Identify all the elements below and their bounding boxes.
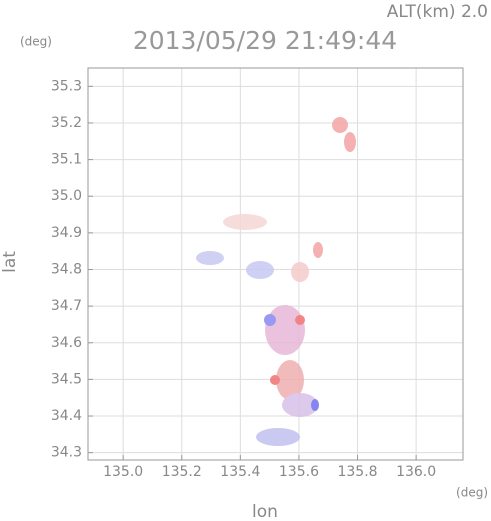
y-tick-label: 35.1 (51, 152, 82, 168)
y-tick-label: 34.4 (51, 408, 82, 424)
y-tick-label: 34.6 (51, 335, 82, 351)
echo (313, 242, 323, 258)
echo (295, 315, 305, 325)
y-tick-label: 35.2 (51, 115, 82, 131)
echo (282, 393, 318, 417)
y-tick-label: 34.8 (51, 261, 82, 277)
echo (256, 428, 300, 446)
echo (291, 262, 309, 282)
chart-title: 2013/05/29 21:49:44 (133, 26, 397, 55)
echo (246, 261, 274, 279)
plot-area (88, 68, 463, 460)
plot-background (88, 68, 463, 460)
y-unit: (deg) (20, 35, 52, 49)
x-label: lon (252, 502, 278, 521)
echo (270, 375, 280, 385)
y-tick-label: 35.0 (51, 188, 82, 204)
y-tick-label: 34.7 (51, 298, 82, 314)
plot-frame (87, 67, 464, 461)
x-tick-label: 135.6 (279, 464, 319, 480)
y-tick-label: 34.5 (51, 371, 82, 387)
echo (196, 251, 224, 265)
y-tick-label: 34.9 (51, 225, 82, 241)
echo (265, 305, 305, 355)
y-label: lat (0, 251, 20, 273)
echo (332, 117, 348, 133)
y-tick-label: 35.3 (51, 78, 82, 94)
x-tick-label: 135.4 (220, 464, 260, 480)
y-tick-label: 34.3 (51, 445, 82, 461)
echo-pattern (196, 117, 356, 446)
x-tick-label: 135.2 (162, 464, 202, 480)
echo (264, 314, 276, 326)
echo (276, 360, 304, 400)
echo (311, 399, 319, 411)
x-tick-label: 136.0 (396, 464, 436, 480)
x-tick-label: 135.0 (103, 464, 143, 480)
echo (223, 214, 267, 230)
altitude: ALT(km) 2.0 (387, 2, 488, 22)
x-tick-label: 135.8 (337, 464, 377, 480)
echo (344, 132, 356, 152)
x-unit: (deg) (456, 486, 488, 500)
